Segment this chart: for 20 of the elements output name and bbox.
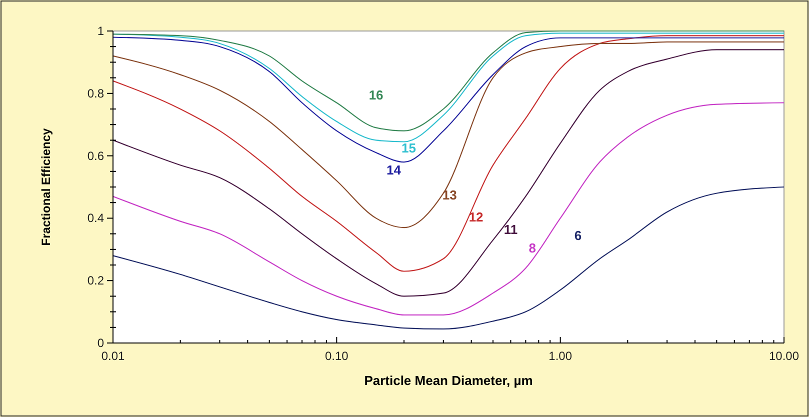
y-tick-label: 0.6: [87, 148, 104, 163]
x-tick-label: 10.00: [768, 349, 800, 363]
y-tick-label: 0.8: [87, 86, 104, 100]
y-tick-label: 0.2: [87, 274, 104, 288]
y-tick-label: 0.4: [87, 211, 104, 226]
series-label: 13: [442, 187, 457, 202]
x-tick-label: 0.10: [324, 349, 349, 363]
y-tick-label: 0: [97, 336, 104, 350]
series-label: 16: [368, 88, 384, 103]
series-label: 12: [468, 209, 484, 224]
series-label: 6: [574, 228, 582, 244]
series-label: 15: [402, 140, 416, 156]
y-tick-label: 1: [97, 24, 104, 38]
x-tick-label: 1.00: [548, 349, 572, 363]
series-label: 8: [528, 240, 536, 256]
series-label: 11: [504, 222, 518, 237]
x-axis-title: Particle Mean Diameter, µm: [364, 373, 533, 388]
y-axis-title: Fractional Efficiency: [39, 128, 53, 246]
series-label: 14: [386, 162, 402, 178]
x-tick-label: 0.01: [101, 349, 125, 363]
